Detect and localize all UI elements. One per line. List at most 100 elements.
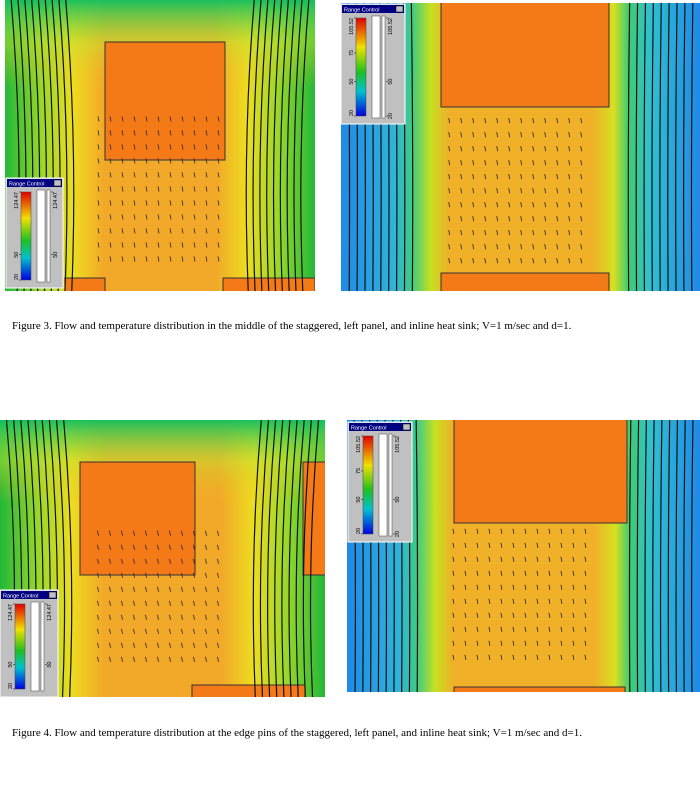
velocity-vector [508,160,511,166]
velocity-vector [452,528,455,534]
velocity-vector [121,186,124,192]
velocity-vector [508,146,511,152]
velocity-vector [133,656,135,662]
velocity-vector [460,118,463,124]
velocity-vector [548,570,551,576]
widget-title: Range Control [344,8,379,14]
velocity-vector [109,586,111,592]
velocity-vector [109,572,111,578]
streamline [274,420,284,697]
velocity-vector [568,118,571,124]
velocity-vector [121,256,124,262]
velocity-vector [181,228,184,234]
velocity-vector [133,158,136,164]
velocity-vector [181,530,183,536]
velocity-vector [205,614,207,620]
velocity-vector [544,132,547,138]
scale-label: 124.47 [53,192,59,209]
velocity-vector [560,598,563,604]
velocity-vector [157,572,159,578]
close-button[interactable] [53,179,62,187]
velocity-vector [217,144,220,150]
heat-sink-pin [191,684,306,697]
velocity-vector [97,256,100,262]
velocity-vector [464,528,467,534]
scale-label: 50 [395,497,401,503]
velocity-vector [448,146,451,152]
close-button[interactable] [395,5,404,13]
velocity-vector [556,244,559,250]
velocity-vector [520,202,523,208]
velocity-vector [464,542,467,548]
velocity-vector [572,654,575,660]
velocity-vector [488,584,491,590]
velocity-vector [556,202,559,208]
streamline [682,3,686,291]
velocity-vector [548,612,551,618]
close-button[interactable] [402,423,411,431]
widget-frame [5,177,64,289]
velocity-vector [560,584,563,590]
velocity-vector [169,130,172,136]
velocity-vector [181,130,184,136]
velocity-vector [109,228,112,234]
velocity-vector [524,570,527,576]
velocity-vector [460,132,463,138]
velocity-vector [157,242,160,248]
velocity-vector [572,570,575,576]
velocity-vector [205,656,207,662]
streamline [635,3,639,291]
velocity-vector [500,584,503,590]
velocity-vector [584,626,587,632]
velocity-vector [548,528,551,534]
velocity-vector [472,230,475,236]
title-bar [1,591,57,599]
streamline [266,0,276,291]
velocity-vector [169,642,171,648]
velocity-vector [452,584,455,590]
velocity-vector [217,158,220,164]
velocity-vector [464,584,467,590]
streamline [252,420,262,697]
velocity-vector [556,118,559,124]
velocity-vector [560,556,563,562]
velocity-vector [193,214,196,220]
velocity-vector [193,544,195,550]
velocity-vector [133,172,136,178]
velocity-vector [452,556,455,562]
velocity-vector [496,202,499,208]
velocity-vector [169,116,172,122]
streamline [636,420,640,692]
velocity-vector [544,160,547,166]
plot-area [5,0,315,291]
close-button[interactable] [48,591,57,599]
velocity-vector [169,614,171,620]
velocity-vector [109,144,112,150]
velocity-vector [205,572,207,578]
velocity-vector [544,230,547,236]
velocity-vector [484,258,487,264]
velocity-vector [181,186,184,192]
velocity-vector [536,626,539,632]
velocity-vector [508,258,511,264]
heat-sink-pin [440,272,610,291]
heat-sink-pin [302,461,325,576]
velocity-vector [133,144,136,150]
velocity-vector [109,200,112,206]
velocity-vector [205,242,208,248]
streamline [683,420,686,692]
scale-label: 20 [8,683,14,689]
velocity-vector [121,642,123,648]
velocity-vector [133,558,135,564]
range-control: Range Control 124.47 50 20 124.47 50 [5,177,64,289]
velocity-vector [157,172,160,178]
velocity-vector [532,230,535,236]
velocity-vector [157,642,159,648]
scale-label: 50 [47,662,53,668]
streamline [286,0,296,291]
velocity-vector [109,530,111,536]
velocity-vector [568,244,571,250]
velocity-vector [121,130,124,136]
velocity-vector [568,174,571,180]
scale-label: 105.52 [356,436,362,453]
